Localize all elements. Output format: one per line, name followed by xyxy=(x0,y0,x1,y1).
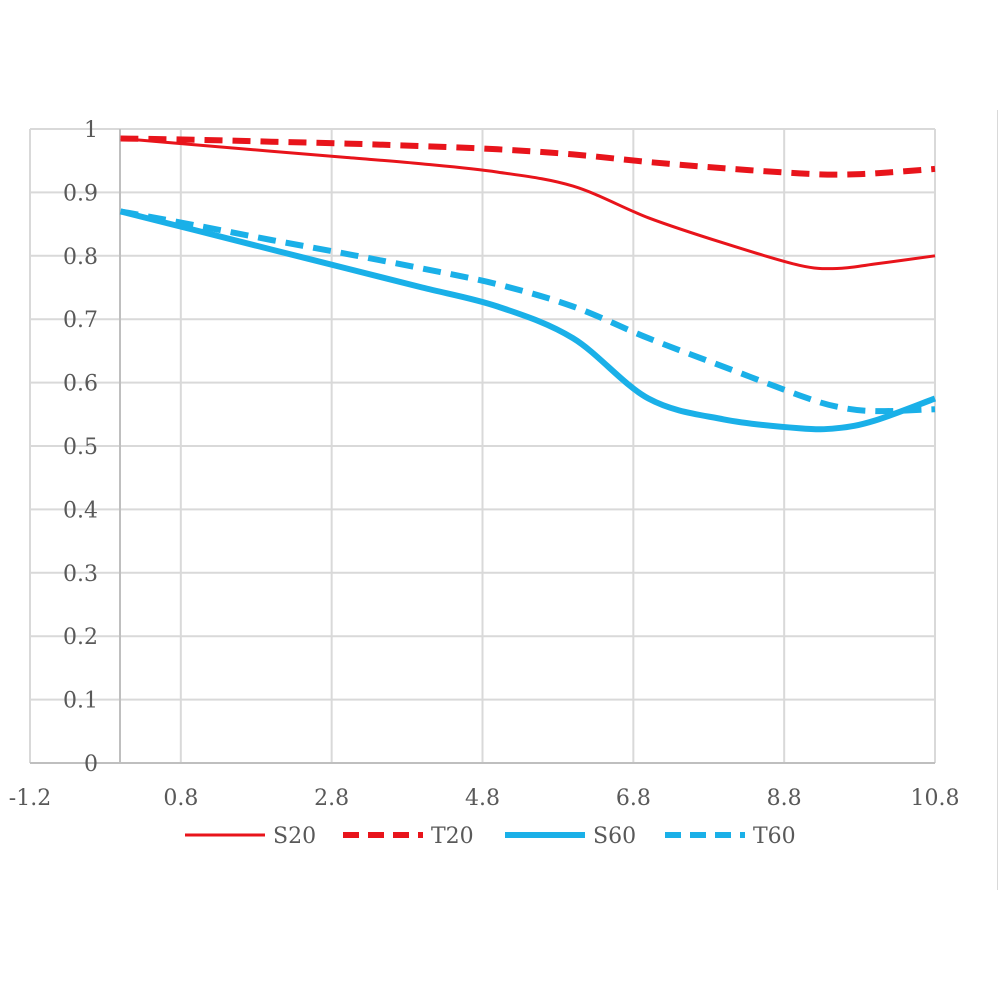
series-line-s60 xyxy=(119,208,937,433)
x-tick-label: 2.8 xyxy=(314,786,349,811)
y-tick-labels: 0 0.1 0.2 0.3 0.4 0.5 0.6 0.7 0.8 0.9 1 xyxy=(63,118,98,777)
y-tick-label: 0.6 xyxy=(63,372,98,397)
y-tick-label: 0.2 xyxy=(63,625,98,650)
x-tick-label: -1.2 xyxy=(9,786,51,811)
y-tick-label: 0.8 xyxy=(63,245,98,270)
axes xyxy=(30,129,935,764)
legend-label-s20: S20 xyxy=(273,824,316,849)
series-lines xyxy=(119,135,937,433)
x-tick-label: 6.8 xyxy=(616,786,651,811)
x-tick-label: 10.8 xyxy=(911,786,960,811)
y-tick-label: 0.9 xyxy=(63,181,98,206)
y-tick-label: 0 xyxy=(84,752,98,777)
legend-label-s60: S60 xyxy=(593,824,636,849)
y-tick-label: 0.7 xyxy=(63,308,98,333)
x-tick-label: 8.8 xyxy=(767,786,802,811)
y-tick-label: 0.3 xyxy=(63,562,98,587)
y-tick-label: 1 xyxy=(84,118,98,143)
x-tick-label: 0.8 xyxy=(163,786,198,811)
x-tick-labels: -1.2 0.8 2.8 4.8 6.8 8.8 10.8 xyxy=(9,786,960,811)
y-tick-label: 0.4 xyxy=(63,498,98,523)
legend-label-t20: T20 xyxy=(431,824,474,849)
series-line-s20 xyxy=(120,137,936,271)
legend-label-t60: T60 xyxy=(753,824,796,849)
right-border xyxy=(997,110,998,890)
series-line-t60 xyxy=(119,208,936,415)
series-line-t20 xyxy=(120,135,936,178)
grid xyxy=(29,128,936,763)
legend: S20 T20 S60 T60 xyxy=(185,824,796,849)
y-tick-label: 0.5 xyxy=(63,435,98,460)
x-tick-label: 4.8 xyxy=(465,786,500,811)
y-tick-label: 0.1 xyxy=(63,689,98,714)
